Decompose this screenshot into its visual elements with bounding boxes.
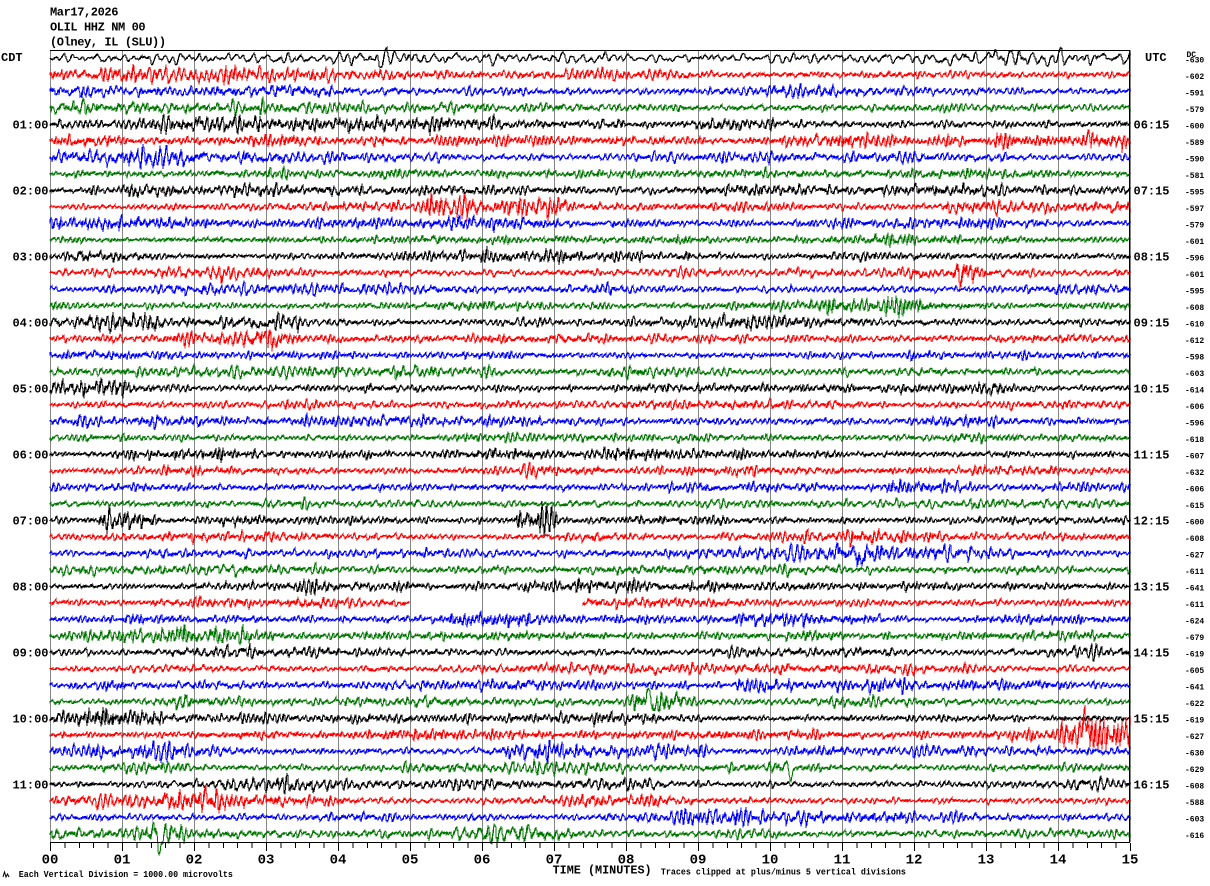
svg-text:-581: -581 [1185, 172, 1204, 181]
svg-text:-641: -641 [1185, 585, 1204, 594]
svg-text:-632: -632 [1185, 469, 1204, 478]
svg-text:-611: -611 [1185, 601, 1204, 610]
svg-text:-630: -630 [1185, 750, 1204, 759]
svg-text:09: 09 [690, 853, 707, 869]
svg-text:Mar17,2026: Mar17,2026 [50, 6, 118, 20]
svg-text:-579: -579 [1185, 222, 1204, 231]
svg-text:-679: -679 [1185, 634, 1204, 643]
svg-text:UTC: UTC [1145, 51, 1167, 65]
svg-text:-619: -619 [1185, 717, 1204, 726]
svg-text:07:00: 07:00 [12, 515, 48, 529]
svg-text:-611: -611 [1185, 568, 1204, 577]
svg-text:03:00: 03:00 [12, 251, 48, 265]
svg-text:14:15: 14:15 [1134, 647, 1170, 661]
svg-text:-616: -616 [1185, 832, 1204, 841]
svg-text:01:00: 01:00 [12, 119, 48, 133]
svg-text:07:15: 07:15 [1134, 185, 1170, 199]
svg-text:-601: -601 [1185, 238, 1204, 247]
svg-text:04:00: 04:00 [12, 317, 48, 331]
svg-text:05: 05 [402, 853, 419, 869]
svg-text:-622: -622 [1185, 700, 1204, 709]
svg-text:09:00: 09:00 [12, 647, 48, 661]
svg-text:06:15: 06:15 [1134, 119, 1170, 133]
svg-text:04: 04 [330, 853, 347, 869]
svg-text:OLIL HHZ NM 00: OLIL HHZ NM 00 [50, 21, 145, 35]
svg-text:Traces clipped at plus/minus 5: Traces clipped at plus/minus 5 vertical … [661, 868, 906, 878]
svg-text:Each Vertical Division = 1000.: Each Vertical Division = 1000.00 microvo… [19, 869, 233, 880]
svg-text:-603: -603 [1185, 816, 1204, 825]
svg-text:-588: -588 [1185, 799, 1204, 808]
svg-text:-627: -627 [1185, 733, 1204, 742]
svg-text:-595: -595 [1185, 189, 1204, 198]
svg-text:CDT: CDT [1, 51, 23, 65]
svg-text:07: 07 [546, 853, 563, 869]
svg-text:-601: -601 [1185, 271, 1204, 280]
svg-text:-608: -608 [1185, 783, 1204, 792]
svg-text:-591: -591 [1185, 90, 1204, 99]
svg-text:-629: -629 [1185, 766, 1204, 775]
svg-text:-600: -600 [1185, 519, 1204, 528]
svg-text:02:00: 02:00 [12, 185, 48, 199]
svg-text:DC: DC [1187, 51, 1197, 60]
svg-text:02: 02 [186, 853, 203, 869]
svg-text:-608: -608 [1185, 535, 1204, 544]
svg-text:09:15: 09:15 [1134, 317, 1170, 331]
svg-text:-608: -608 [1185, 304, 1204, 313]
svg-text:(Olney, IL (SLU)): (Olney, IL (SLU)) [50, 36, 166, 50]
svg-text:-641: -641 [1185, 684, 1204, 693]
svg-text:11: 11 [834, 853, 851, 869]
svg-text:-618: -618 [1185, 436, 1204, 445]
svg-text:TIME (MINUTES): TIME (MINUTES) [553, 864, 652, 878]
svg-text:-595: -595 [1185, 288, 1204, 297]
svg-text:08:15: 08:15 [1134, 251, 1170, 265]
svg-text:-589: -589 [1185, 139, 1204, 148]
svg-text:10:00: 10:00 [12, 713, 48, 727]
svg-text:-579: -579 [1185, 106, 1204, 115]
svg-text:11:00: 11:00 [12, 779, 48, 793]
svg-text:-596: -596 [1185, 255, 1204, 264]
svg-text:-606: -606 [1185, 403, 1204, 412]
svg-text:-602: -602 [1185, 73, 1204, 82]
svg-text:14: 14 [1050, 853, 1067, 869]
svg-text:08:00: 08:00 [12, 581, 48, 595]
svg-text:06:00: 06:00 [12, 449, 48, 463]
svg-text:-600: -600 [1185, 123, 1204, 132]
svg-text:00: 00 [42, 853, 59, 869]
svg-text:10: 10 [762, 853, 779, 869]
svg-text:13: 13 [978, 853, 995, 869]
svg-text:-598: -598 [1185, 354, 1204, 363]
svg-text:15: 15 [1122, 853, 1139, 869]
svg-text:-630: -630 [1185, 57, 1204, 66]
svg-text:11:15: 11:15 [1134, 449, 1170, 463]
svg-text:-612: -612 [1185, 337, 1204, 346]
svg-text:-596: -596 [1185, 420, 1204, 429]
svg-text:05:00: 05:00 [12, 383, 48, 397]
svg-text:-607: -607 [1185, 453, 1204, 462]
svg-text:-590: -590 [1185, 156, 1204, 165]
svg-text:13:15: 13:15 [1134, 581, 1170, 595]
svg-text:01: 01 [114, 853, 131, 869]
svg-text:-627: -627 [1185, 552, 1204, 561]
svg-text:-624: -624 [1185, 618, 1204, 627]
svg-text:06: 06 [474, 853, 491, 869]
svg-text:-606: -606 [1185, 486, 1204, 495]
svg-text:10:15: 10:15 [1134, 383, 1170, 397]
svg-text:-619: -619 [1185, 651, 1204, 660]
svg-text:16:15: 16:15 [1134, 779, 1170, 793]
svg-text:12: 12 [906, 853, 923, 869]
svg-text:12:15: 12:15 [1134, 515, 1170, 529]
svg-text:-615: -615 [1185, 502, 1204, 511]
svg-text:15:15: 15:15 [1134, 713, 1170, 727]
svg-text:-610: -610 [1185, 321, 1204, 330]
svg-text:-603: -603 [1185, 370, 1204, 379]
svg-text:03: 03 [258, 853, 275, 869]
svg-text:-605: -605 [1185, 667, 1204, 676]
svg-text:08: 08 [618, 853, 635, 869]
svg-text:-614: -614 [1185, 387, 1204, 396]
svg-text:-597: -597 [1185, 205, 1204, 214]
